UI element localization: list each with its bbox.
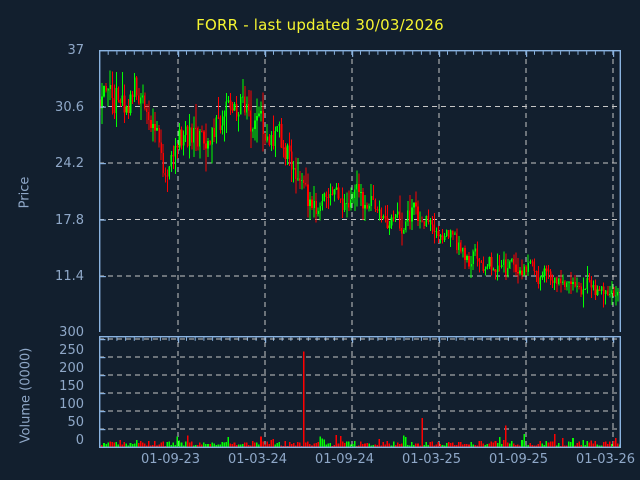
- volume-tick-label: 100: [59, 397, 84, 412]
- chart-title: FORR - last updated 30/03/2026: [196, 16, 444, 34]
- price-axis-title: Price: [17, 176, 33, 209]
- price-tick-label: 30.6: [55, 100, 84, 115]
- volume-tick-label: 150: [59, 379, 84, 394]
- x-tick-label: 01-09-23: [141, 452, 201, 467]
- volume-tick-label: 200: [59, 361, 84, 376]
- x-tick-label: 01-03-25: [402, 452, 462, 467]
- volume-tick-label: 0: [75, 433, 84, 448]
- volume-tick-label: 300: [59, 325, 84, 340]
- volume-axis-title: Volume (0000): [18, 347, 34, 444]
- volume-plot: [99, 336, 621, 448]
- price-tick-label: 37: [67, 43, 84, 58]
- x-tick-label: 01-09-24: [315, 452, 375, 467]
- x-tick-label: 01-03-26: [576, 452, 636, 467]
- price-plot: [99, 50, 621, 332]
- price-panel: [99, 50, 621, 332]
- price-tick-label: 17.8: [55, 213, 84, 228]
- price-tick-label: 11.4: [55, 269, 84, 284]
- volume-panel: [99, 336, 621, 448]
- x-tick-label: 01-03-24: [228, 452, 288, 467]
- price-tick-label: 24.2: [55, 156, 84, 171]
- x-tick-label: 01-09-25: [489, 452, 549, 467]
- volume-tick-label: 50: [67, 415, 84, 430]
- volume-tick-label: 250: [59, 343, 84, 358]
